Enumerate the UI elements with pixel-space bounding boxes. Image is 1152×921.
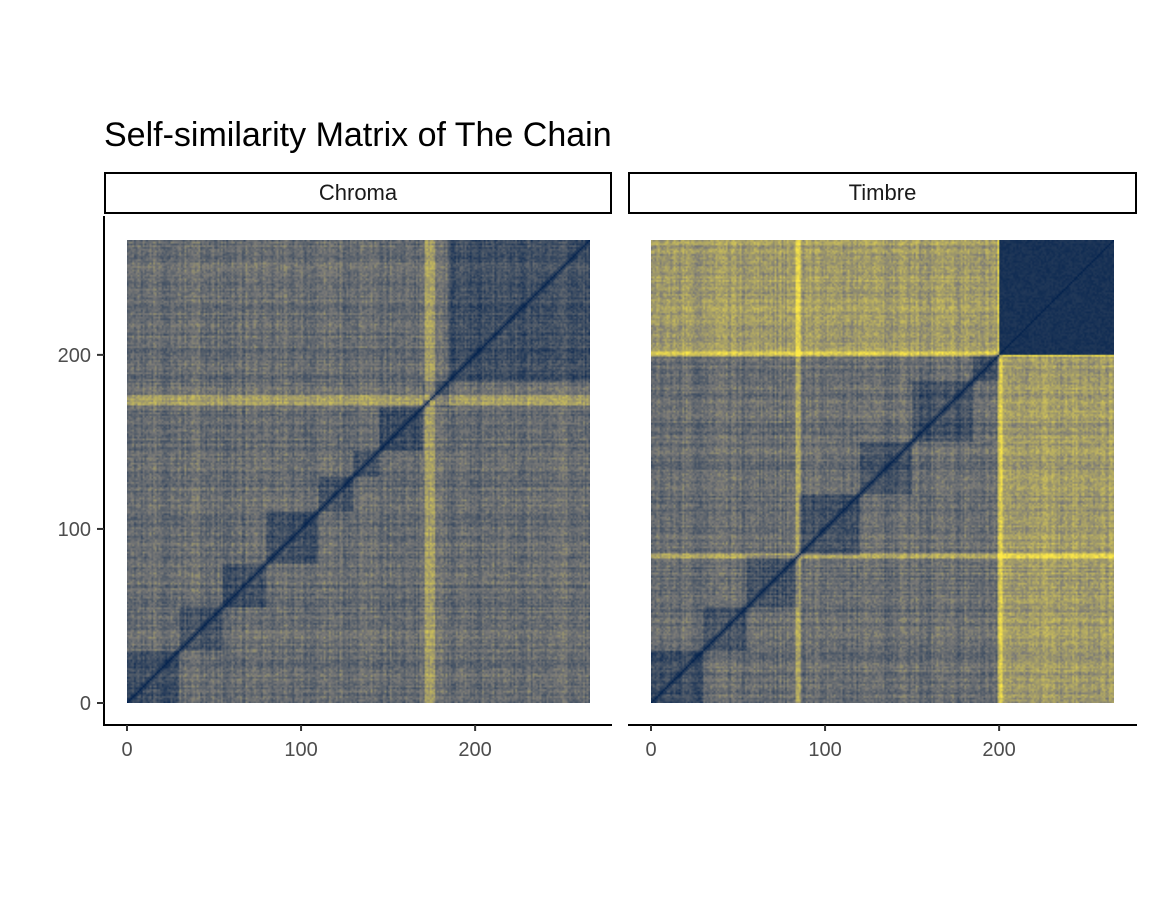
x-tick-label-timbre: 200 xyxy=(982,739,1015,761)
x-tick-label-timbre: 0 xyxy=(645,739,656,761)
y-tick-label: 200 xyxy=(58,345,91,367)
facet-strip-timbre: Timbre xyxy=(628,172,1137,214)
heatmap-chroma xyxy=(127,240,590,703)
y-tick-label: 0 xyxy=(80,693,91,715)
chart-title: Self-similarity Matrix of The Chain xyxy=(104,116,612,154)
x-tick-label-chroma: 0 xyxy=(121,739,132,761)
x-tick-label-chroma: 100 xyxy=(284,739,317,761)
x-tick-label-chroma: 200 xyxy=(458,739,491,761)
heatmap-timbre xyxy=(651,240,1114,703)
x-tick-label-timbre: 100 xyxy=(808,739,841,761)
facet-strip-chroma: Chroma xyxy=(104,172,612,214)
y-tick-label: 100 xyxy=(58,519,91,541)
